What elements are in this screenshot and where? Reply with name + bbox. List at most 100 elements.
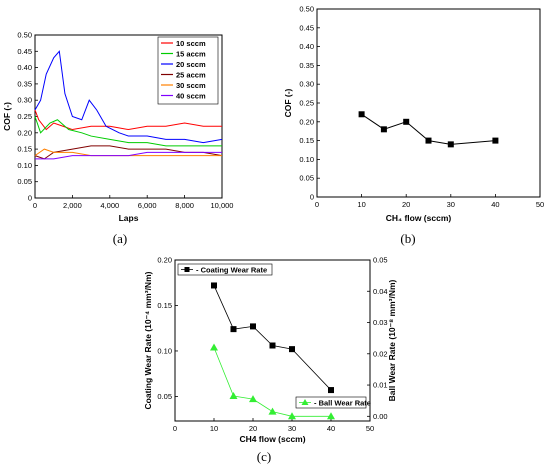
x-axis-label: CH₄ flow (sccm): [386, 213, 452, 223]
series-line: [361, 113, 496, 145]
x-tick-label: 50: [536, 200, 544, 209]
data-point: [210, 343, 218, 351]
y-tick-label: 0.20: [17, 128, 32, 137]
legend-marker: [301, 399, 309, 405]
legend-box-ball: [295, 396, 367, 409]
data-point: [268, 407, 277, 415]
series-line: [34, 116, 222, 147]
y-tick-label: 0.50: [17, 31, 32, 40]
legend-entry: 15 accm: [176, 50, 206, 59]
y2-tick-label: 0.00: [373, 412, 388, 421]
legend-entry: 25 accm: [176, 71, 206, 80]
legend-entry: - Coating Wear Rate: [196, 266, 267, 275]
y-tick-label: 0.10: [17, 161, 32, 170]
caption-c: (c): [257, 449, 271, 464]
x-tick-label: 2,000: [63, 201, 82, 210]
x-tick-label: 10: [357, 200, 365, 209]
data-point: [358, 111, 365, 118]
y-tick-label: 0.25: [299, 99, 314, 108]
y2-tick-label: 0.03: [373, 318, 388, 327]
caption-b: (b): [400, 231, 415, 246]
y-axis-label: COF (-): [283, 88, 293, 117]
y-tick-label: 0.30: [299, 80, 314, 89]
series-line: [34, 109, 222, 131]
plot-frame: [174, 259, 371, 422]
data-point: [229, 391, 238, 399]
y2-axis-label: Ball Wear Rate (10⁻⁸ mm³/Nm): [387, 279, 397, 401]
data-point: [447, 141, 454, 148]
data-point: [327, 412, 335, 420]
y-tick-label: 0.50: [299, 5, 314, 14]
x-tick-label: 20: [249, 424, 257, 433]
y-tick-label: 0.45: [299, 23, 314, 32]
y2-tick-label: 0.04: [373, 287, 388, 296]
y-tick-label: 0: [310, 193, 314, 202]
data-point: [328, 387, 334, 394]
x-tick-label: 40: [327, 424, 335, 433]
data-point: [492, 137, 499, 144]
y-tick-label: 0.10: [299, 155, 314, 164]
y-tick-label: 0.15: [157, 301, 172, 310]
data-point: [425, 137, 432, 144]
y-tick-label: 0.40: [299, 42, 314, 51]
chart-c: 0 10 20 30 40 50 0.05 0.10 0.15 0.20 0.00 0.01 0.02 0…: [143, 256, 397, 445]
data-point: [380, 126, 387, 133]
chart-b: 0 10 20 30 40 50 0 0.05 0.10 0.15 0.20 0.25 0.30 0.35…: [283, 5, 544, 224]
y-tick-label: 0.05: [157, 392, 172, 401]
y-tick-label: 0.20: [299, 117, 314, 126]
legend-entry: 30 sccm: [176, 81, 206, 90]
y-tick-label: 0.05: [17, 177, 32, 186]
x-tick-label: 0: [33, 201, 37, 210]
x-tick-label: 30: [288, 424, 296, 433]
data-point: [230, 326, 237, 333]
legend-entry: 10 sccm: [176, 39, 206, 48]
x-tick-label: 50: [366, 424, 374, 433]
y-tick-label: 0.35: [17, 79, 32, 88]
x-tick-label: 4,000: [100, 201, 119, 210]
x-axis-label: Laps: [119, 213, 139, 223]
y-tick-label: 0.35: [299, 61, 314, 70]
data-point: [288, 412, 296, 420]
series-line-ball: [213, 347, 331, 417]
x-axis-label: CH4 flow (sccm): [239, 434, 305, 444]
y-tick-label: 0.25: [17, 112, 32, 121]
x-tick-label: 6,000: [138, 201, 157, 210]
x-tick-label: 0: [315, 200, 319, 209]
data-point: [250, 323, 256, 330]
y-tick-label: 0.15: [17, 145, 32, 154]
chart-a: 0 2,000 4,000 6,000 8,000 10,000 0 0.05 0.10 0.15…: [2, 31, 233, 224]
data-point: [403, 118, 410, 125]
legend-box: [157, 36, 219, 105]
series-line-coating: [213, 285, 332, 391]
y2-tick-label: 0.01: [373, 381, 388, 390]
y-axis-label: COF (-): [2, 102, 12, 131]
y-tick-label: 0.40: [17, 63, 32, 72]
x-tick-label: 40: [491, 200, 499, 209]
y-tick-label: 0.45: [17, 47, 32, 56]
legend-box-coating: [177, 263, 273, 276]
y-tick-label: 0: [28, 194, 32, 203]
y-tick-label: 0.20: [157, 256, 172, 265]
y-axis-label: Coating Wear Rate (10⁻⁴ mm³/Nm): [143, 271, 153, 409]
x-tick-label: 8,000: [175, 201, 194, 210]
x-tick-label: 20: [402, 200, 410, 209]
data-point: [249, 395, 257, 403]
plot-frame: [316, 8, 541, 198]
y2-tick-label: 0.02: [373, 349, 388, 358]
y2-tick-label: 0.05: [373, 256, 388, 265]
series-line: [34, 50, 223, 144]
y-tick-label: 0.15: [299, 136, 314, 145]
y-tick-label: 0.05: [299, 174, 314, 183]
legend-marker: [184, 267, 190, 272]
y-tick-label: 0.30: [17, 96, 32, 105]
legend-entry: 20 sccm: [176, 60, 206, 69]
x-tick-label: 30: [447, 200, 455, 209]
data-point: [289, 346, 295, 353]
x-tick-label: 10,000: [211, 201, 234, 210]
legend-entry: - Ball Wear Rate: [314, 399, 371, 408]
x-tick-label: 0: [173, 424, 177, 433]
legend-entry: 40 sccm: [176, 92, 206, 101]
x-tick-label: 10: [210, 424, 218, 433]
caption-a: (a): [113, 231, 127, 246]
